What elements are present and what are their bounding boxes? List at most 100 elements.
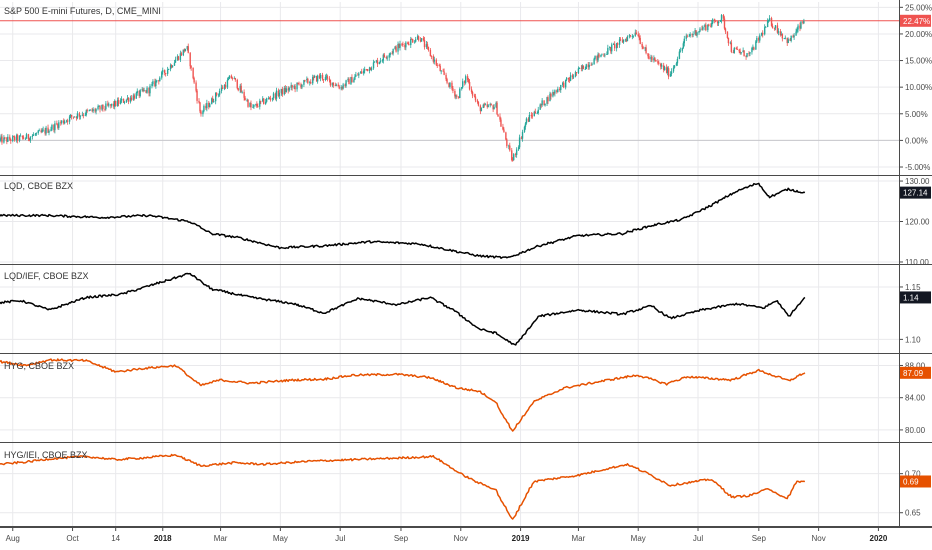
candle: [784, 37, 786, 39]
candle: [358, 73, 360, 76]
candle: [758, 37, 760, 41]
candle: [249, 103, 251, 107]
candle: [366, 69, 369, 72]
candle: [341, 87, 343, 89]
candle: [712, 19, 714, 23]
candle: [63, 120, 65, 124]
candle: [85, 110, 87, 115]
candle: [456, 95, 458, 97]
candle: [650, 56, 652, 60]
candle: [568, 79, 571, 81]
candle: [666, 68, 669, 73]
candle: [294, 86, 296, 90]
candle: [727, 37, 730, 44]
candle: [351, 77, 353, 83]
candle: [638, 36, 640, 38]
candle: [365, 69, 368, 70]
candle: [766, 20, 769, 28]
candle: [596, 55, 598, 61]
candle: [388, 55, 390, 58]
candle: [799, 25, 801, 29]
candle: [414, 39, 417, 42]
candle: [212, 98, 214, 102]
candle: [13, 136, 15, 138]
candle: [692, 34, 694, 35]
candle: [582, 65, 585, 70]
candle: [429, 50, 432, 57]
candle: [91, 109, 93, 112]
candle: [571, 75, 574, 78]
candle: [717, 21, 720, 24]
candle: [490, 104, 492, 106]
candle: [549, 93, 551, 102]
candle: [190, 66, 192, 68]
candle: [514, 154, 517, 155]
candle: [14, 136, 16, 141]
candle: [86, 110, 88, 112]
candle: [635, 32, 637, 35]
x-tick-label: Oct: [66, 534, 79, 543]
candle: [761, 32, 763, 36]
candle: [322, 79, 325, 81]
candle: [69, 115, 72, 117]
candle: [613, 44, 615, 45]
candle: [375, 60, 378, 62]
candle: [611, 44, 613, 52]
x-tick-label: Jul: [693, 534, 703, 543]
candle: [34, 134, 36, 136]
candle: [430, 56, 433, 57]
candle: [95, 109, 97, 112]
candle: [527, 118, 530, 122]
candle: [413, 41, 416, 43]
candle: [705, 24, 707, 31]
candle: [509, 145, 511, 151]
candle: [324, 77, 327, 80]
candle: [624, 39, 627, 41]
candle: [394, 46, 396, 50]
candle: [530, 114, 533, 116]
candle: [82, 114, 85, 116]
candle: [598, 54, 600, 57]
last-value-label: 0.69: [903, 477, 919, 486]
candle: [493, 106, 495, 110]
candle: [572, 76, 575, 78]
candle: [363, 69, 366, 71]
x-tick-label: Jul: [335, 534, 345, 543]
candle: [536, 113, 538, 114]
candle: [539, 104, 541, 110]
candle: [130, 97, 133, 100]
candle: [547, 97, 549, 102]
candle: [218, 90, 221, 95]
candle: [268, 98, 271, 99]
candle: [45, 127, 47, 134]
candle: [97, 106, 99, 110]
candle: [464, 76, 467, 83]
candle: [560, 85, 562, 91]
candle: [663, 67, 666, 71]
candle: [689, 34, 691, 36]
x-tick-label: Aug: [6, 534, 20, 543]
candle: [567, 77, 570, 80]
candle: [600, 54, 602, 57]
candle: [669, 73, 672, 77]
candle: [553, 91, 555, 94]
candle: [454, 90, 456, 97]
candle: [694, 30, 696, 35]
candle: [255, 104, 257, 105]
candle: [6, 137, 8, 142]
candle: [312, 77, 314, 84]
x-tick-label: 2018: [154, 534, 172, 543]
candle: [463, 81, 466, 83]
candle: [528, 114, 531, 122]
candle: [702, 27, 704, 30]
x-tick-label: Nov: [811, 534, 825, 543]
candle: [713, 19, 716, 21]
candle: [492, 105, 494, 110]
candle: [554, 90, 556, 94]
candle: [368, 67, 371, 72]
candle: [369, 67, 372, 70]
candle: [584, 69, 586, 70]
candle: [803, 21, 805, 24]
